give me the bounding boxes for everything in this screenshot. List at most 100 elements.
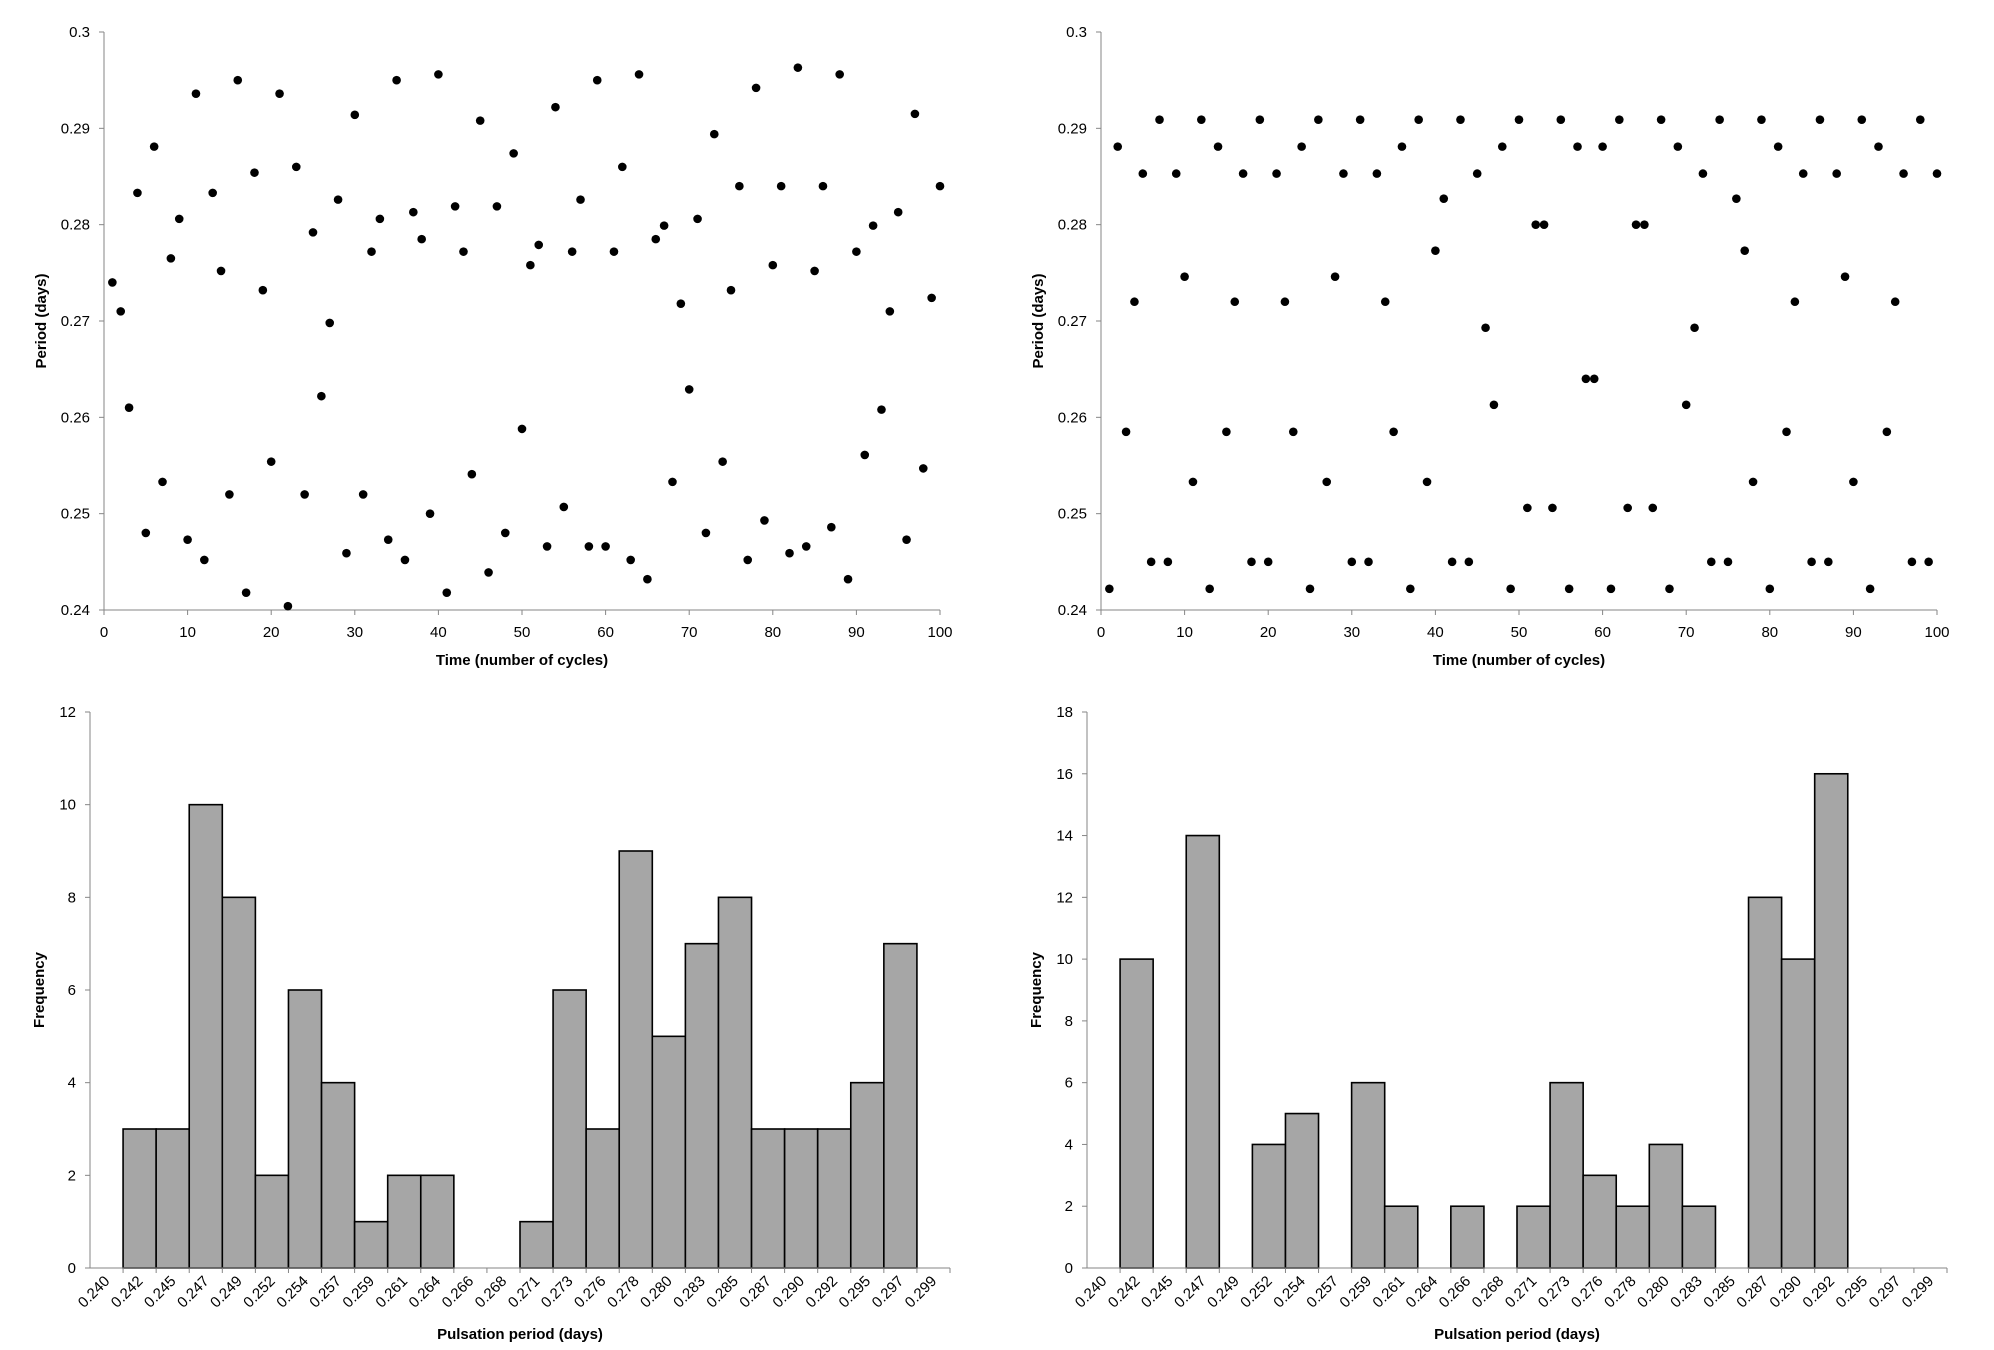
data-point [1314,115,1323,124]
data-point [1556,115,1566,124]
y-tick-label: 0.26 [1058,409,1087,426]
data-point [191,89,201,98]
y-axis-title: Frequency [1028,951,1045,1028]
histogram-bar [849,1081,885,1269]
data-point [1732,194,1741,203]
data-point [1581,374,1591,384]
y-tick-label: 0.24 [61,602,90,619]
data-point [1255,115,1265,124]
data-point [1272,169,1281,178]
histogram-bar [1350,1081,1386,1269]
data-point [1188,477,1198,487]
data-point [517,424,527,434]
data-point [358,490,368,499]
data-point [1389,427,1398,437]
data-point [116,307,126,316]
x-tick-label: 0.273 [538,1273,577,1312]
data-point [651,234,661,244]
data-point [141,528,151,538]
data-point [1773,142,1783,151]
x-tick-label: 0.295 [1833,1273,1872,1312]
data-point [626,555,635,565]
x-axis-title: Time (number of cycles) [436,652,608,669]
histogram-bar [552,989,587,1269]
data-point [1506,584,1515,594]
data-point [417,234,426,244]
x-tick-label: 0.259 [339,1273,378,1312]
data-point [350,110,360,120]
x-tick-label: 0.245 [1138,1273,1177,1312]
histogram-bar [519,1220,554,1269]
data-point [735,181,744,191]
data-point [1447,557,1457,567]
data-point [1748,477,1758,487]
x-tick-label: 0.259 [1336,1273,1375,1312]
x-tick-label: 0.261 [1369,1273,1408,1312]
x-tick-label: 0.252 [240,1273,279,1312]
y-tick-label: 12 [59,704,76,721]
data-point [1656,115,1666,124]
x-tick-label: 0.285 [1700,1273,1739,1312]
histogram-bar [287,989,323,1269]
data-point [375,214,385,224]
histogram-bar [122,1128,157,1269]
data-point [1330,272,1340,281]
data-point [1364,557,1373,567]
x-tick-label: 0.292 [1799,1273,1838,1312]
data-point [877,405,886,414]
x-tick-label: 0.271 [505,1273,544,1312]
data-point [291,162,301,172]
data-point [1782,427,1791,437]
data-point [467,469,477,479]
y-tick-label: 10 [59,797,76,814]
data-point [718,457,727,466]
x-tick-label: 20 [1260,624,1277,641]
data-point [776,181,786,191]
x-tick-label: 0.264 [406,1273,445,1312]
data-point [1623,503,1632,513]
data-point [709,129,719,139]
data-point [1606,584,1616,594]
data-point [1874,142,1883,151]
data-point [1113,142,1123,151]
x-tick-label: 0.266 [1436,1273,1475,1312]
data-point [459,247,468,256]
data-point [1673,142,1683,151]
data-point [133,188,142,198]
data-point [1681,400,1691,410]
x-tick-label: 0.252 [1237,1273,1276,1312]
y-tick-label: 6 [1065,1075,1073,1092]
data-point [1380,297,1390,307]
x-tick-label: 0.287 [736,1273,775,1312]
y-tick-label: 0.28 [1058,217,1087,234]
data-point [827,522,836,532]
data-point [258,285,268,295]
data-point [1397,142,1407,151]
data-point [726,285,736,295]
data-point [885,307,895,316]
y-tick-label: 0.3 [1066,24,1087,41]
data-point [768,260,778,270]
y-tick-label: 0.28 [61,217,90,234]
histogram-bar [585,1128,621,1269]
y-tick-label: 2 [1065,1198,1073,1215]
data-point [1824,557,1833,567]
data-point [910,109,920,119]
x-tick-label: 0.285 [703,1273,742,1312]
y-tick-label: 0.27 [1058,313,1087,330]
data-point [225,490,234,499]
data-point [1205,584,1214,594]
data-point [835,70,844,79]
scatter-chart-left: 0.24 0.25 0.26 0.27 0.28 0.29 0.3 0 10 20 30 40 50 60… [0,0,997,675]
data-point [618,162,627,172]
y-tick-label: 8 [1065,1013,1073,1030]
histogram-bar [386,1174,422,1269]
data-point [1489,400,1499,410]
data-point [1414,115,1423,124]
data-point [868,221,878,230]
y-tick-label: 0.3 [69,24,90,41]
data-point [409,207,418,217]
data-point [509,149,518,158]
data-point [1798,169,1808,178]
data-point [801,542,811,551]
